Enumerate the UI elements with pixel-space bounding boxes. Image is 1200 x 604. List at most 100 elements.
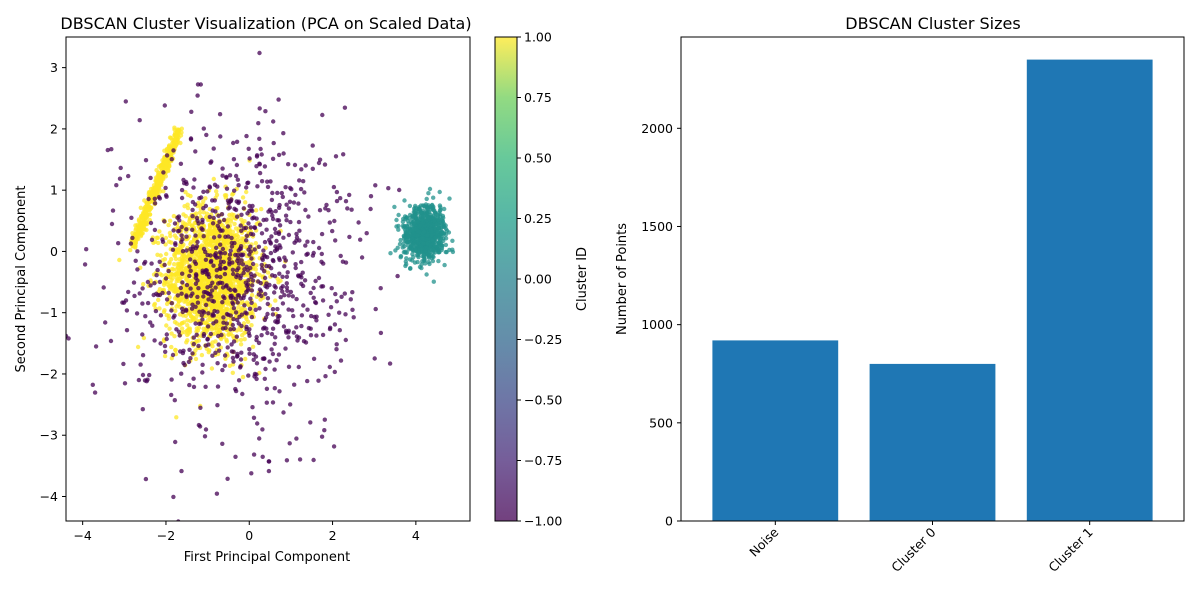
scatter-point xyxy=(187,347,192,352)
scatter-point xyxy=(259,293,264,299)
scatter-point xyxy=(117,257,122,263)
scatter-point xyxy=(401,241,406,246)
scatter-point xyxy=(199,352,205,358)
scatter-point xyxy=(303,207,308,213)
scatter-point xyxy=(190,244,196,249)
scatter-point xyxy=(156,164,162,169)
scatter-point xyxy=(311,295,316,300)
scatter-point xyxy=(201,234,206,239)
scatter-point xyxy=(216,348,222,353)
scatter-point xyxy=(173,286,179,291)
scatter-point xyxy=(293,265,298,271)
scatter-point xyxy=(427,261,432,267)
scatter-point xyxy=(220,246,226,252)
scatter-point xyxy=(131,280,137,285)
scatter-point xyxy=(231,306,237,311)
x-tick-label: 0 xyxy=(245,528,253,543)
scatter-point xyxy=(196,338,202,343)
scatter-point xyxy=(281,235,286,240)
scatter-point xyxy=(264,217,269,222)
scatter-point xyxy=(285,288,290,293)
colorbar-label: Cluster ID xyxy=(575,247,590,311)
scatter-point xyxy=(210,344,215,349)
scatter-point xyxy=(263,366,268,372)
scatter-point xyxy=(322,417,327,422)
scatter-point xyxy=(234,199,239,204)
scatter-point xyxy=(233,237,238,242)
scatter-point xyxy=(201,283,207,288)
scatter-point xyxy=(228,294,233,299)
scatter-point xyxy=(348,297,353,302)
scatter-point xyxy=(224,307,229,312)
scatter-point xyxy=(173,308,178,313)
scatter-point xyxy=(201,290,207,295)
scatter-point xyxy=(190,207,195,213)
scatter-point xyxy=(267,264,272,269)
scatter-point xyxy=(435,217,441,222)
scatter-point xyxy=(281,151,286,156)
scatter-point xyxy=(443,223,448,228)
scatter-point xyxy=(314,318,319,323)
scatter-point xyxy=(200,362,205,367)
scatter-point xyxy=(262,269,267,274)
scatter-point xyxy=(270,190,275,196)
scatter-point xyxy=(207,214,212,220)
scatter-point xyxy=(248,249,253,254)
colorbar-tick-label: −0.25 xyxy=(524,332,562,347)
scatter-point xyxy=(416,251,422,256)
scatter-point xyxy=(213,350,218,355)
bar-y-tick-label: 2000 xyxy=(641,121,673,136)
scatter-point xyxy=(266,468,272,474)
scatter-point xyxy=(416,237,421,242)
scatter-point xyxy=(436,225,441,230)
scatter-point xyxy=(262,164,268,169)
scatter-point xyxy=(254,154,260,159)
scatter-point xyxy=(172,127,177,132)
scatter-point xyxy=(425,222,430,228)
scatter-point xyxy=(152,303,157,308)
scatter-point xyxy=(173,134,179,139)
scatter-point xyxy=(238,246,243,251)
scatter-point xyxy=(188,286,193,291)
scatter-point xyxy=(214,268,219,273)
scatter-point xyxy=(403,250,408,255)
scatter-point xyxy=(293,262,298,267)
scatter-point xyxy=(388,251,393,256)
scatter-point xyxy=(249,314,255,320)
scatter-point xyxy=(213,294,218,300)
scatter-point xyxy=(280,301,286,306)
scatter-point xyxy=(230,355,236,361)
scatter-point xyxy=(143,476,149,482)
scatter-point xyxy=(198,245,203,250)
scatter-point xyxy=(213,285,218,290)
scatter-point xyxy=(164,323,169,328)
scatter-point xyxy=(286,335,291,340)
scatter-point xyxy=(302,190,307,195)
scatter-point xyxy=(229,235,234,241)
scatter-point xyxy=(304,252,309,257)
scatter-point xyxy=(253,241,258,246)
scatter-point xyxy=(223,325,228,331)
scatter-point xyxy=(179,291,184,296)
scatter-point xyxy=(414,226,419,232)
scatter-point xyxy=(163,276,169,281)
scatter-point xyxy=(327,364,332,370)
scatter-point xyxy=(286,206,292,211)
scatter-point xyxy=(386,186,391,191)
scatter-point xyxy=(145,279,151,285)
scatter-point xyxy=(303,243,308,248)
scatter-point xyxy=(319,434,325,439)
scatter-point xyxy=(263,109,268,114)
scatter-point xyxy=(274,246,280,251)
scatter-point xyxy=(193,233,198,238)
scatter-point xyxy=(191,335,196,340)
scatter-point xyxy=(245,302,251,307)
scatter-point xyxy=(217,234,222,239)
scatter-point xyxy=(218,288,223,294)
scatter-point xyxy=(177,333,182,338)
scatter-point xyxy=(265,270,271,275)
scatter-point xyxy=(311,285,316,291)
scatter-point xyxy=(140,332,145,337)
scatter-point xyxy=(213,251,219,256)
scatter-point xyxy=(152,227,158,233)
